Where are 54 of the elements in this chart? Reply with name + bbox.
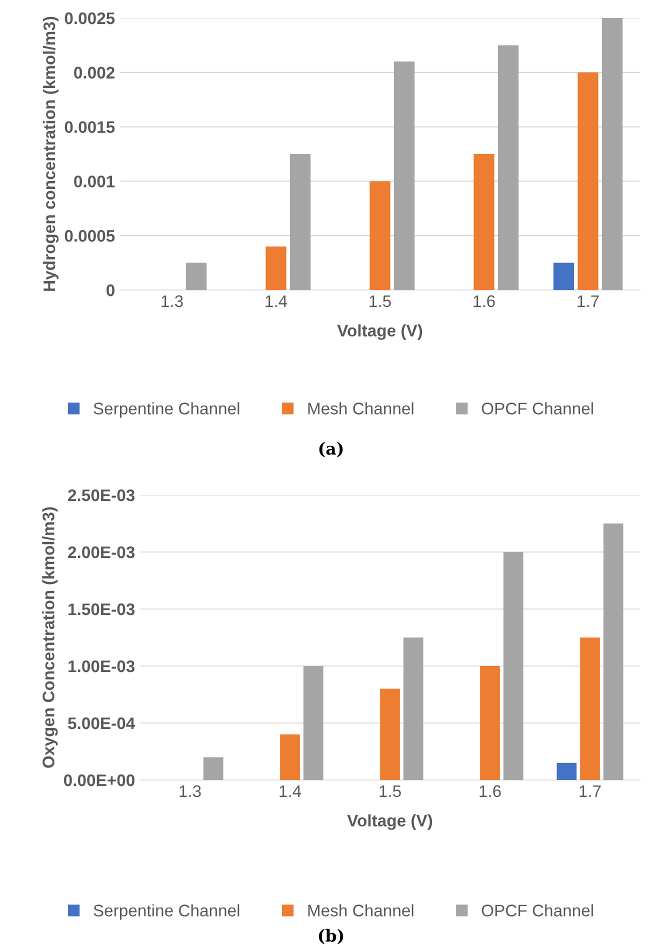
x-tick-label: 1.5 <box>380 785 401 798</box>
text: (a) <box>319 442 343 458</box>
legend-label: OPCF Channel <box>482 904 593 916</box>
y-tick-label: 0.0025 <box>64 12 115 24</box>
y-tick-label: 0.002 <box>74 66 114 79</box>
bar <box>556 762 577 780</box>
y-tick-label: 1.50E-03 <box>68 603 135 616</box>
y-tick-label: 1.00E-03 <box>68 660 135 672</box>
legend-label: OPCF Channel <box>482 402 593 414</box>
y-tick-label: 2.50E-03 <box>68 489 135 502</box>
bar <box>290 154 311 290</box>
legend-label: Mesh Channel <box>308 904 414 916</box>
bar <box>403 638 424 780</box>
x-tick-label: 1.6 <box>474 295 495 308</box>
y-tick-label: 0.001 <box>74 176 115 188</box>
x-tick-label: 1.4 <box>266 295 288 307</box>
x-tick-label: 1.6 <box>480 785 501 798</box>
bar <box>578 72 598 290</box>
bar <box>394 62 415 290</box>
y-tick-label: 0.0015 <box>64 121 115 134</box>
x-tick-label: 1.7 <box>580 785 601 797</box>
bar <box>370 181 390 290</box>
legend-label: Serpentine Channel <box>94 904 240 920</box>
bar <box>203 757 224 780</box>
y-tick-label: 0.00E+00 <box>64 774 134 786</box>
bar <box>280 734 300 780</box>
bar <box>380 688 400 780</box>
bar <box>474 154 494 290</box>
y-axis-title: Oxygen Concentration (kmol/m3) <box>42 507 58 768</box>
bar <box>603 524 624 780</box>
bar <box>186 262 207 290</box>
x-axis-title: Voltage (V) <box>337 324 422 340</box>
x-tick-label: 1.5 <box>370 295 391 308</box>
y-tick-label: 5.00E-04 <box>68 717 136 730</box>
y-tick-label: 0 <box>106 284 114 296</box>
x-tick-label: 1.3 <box>162 295 183 308</box>
legend-label: Serpentine Channel <box>94 402 240 418</box>
text: (b) <box>318 928 344 944</box>
y-tick-label: 2.00E-03 <box>68 546 135 558</box>
y-tick-label: 0.0005 <box>64 230 115 242</box>
bar <box>580 638 600 780</box>
bar <box>503 552 524 780</box>
bar <box>266 246 286 290</box>
bar <box>498 45 519 290</box>
bar <box>602 18 623 290</box>
y-axis-title: Hydrogen concentration (kmol/m3) <box>43 16 59 291</box>
x-tick-label: 1.3 <box>180 785 201 798</box>
bar <box>553 262 574 290</box>
legend-label: Mesh Channel <box>308 402 414 414</box>
x-tick-label: 1.7 <box>578 295 599 307</box>
x-tick-label: 1.4 <box>280 785 302 797</box>
bar <box>480 666 500 780</box>
x-axis-title: Voltage (V) <box>347 814 432 830</box>
bar <box>303 666 324 780</box>
